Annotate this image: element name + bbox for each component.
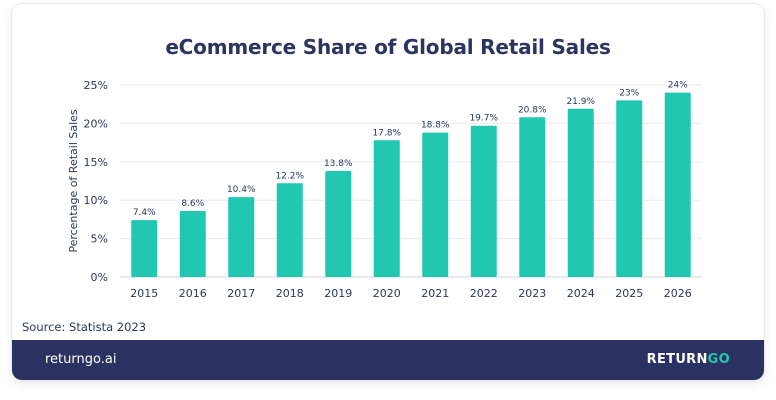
data-label: 13.8%	[324, 159, 353, 169]
footer-url-link[interactable]: returngo.ai	[45, 352, 117, 367]
x-tick-label: 2025	[615, 287, 643, 300]
data-label: 7.4%	[133, 208, 156, 218]
source-note: Source: Statista 2023	[22, 320, 147, 334]
logo-main-text: RETURN	[646, 352, 708, 367]
data-label: 23%	[619, 88, 639, 98]
bar	[276, 183, 303, 277]
y-tick-label: 15%	[84, 156, 108, 169]
x-tick-label: 2019	[324, 287, 352, 300]
x-tick-label: 2018	[276, 287, 304, 300]
bar-chart: 0% 5% 10% 15% 20% 25% Percentage of Retail Sal…	[67, 79, 702, 300]
data-label: 18.8%	[421, 121, 450, 131]
x-tick-label: 2017	[227, 287, 255, 300]
data-label: 10.4%	[227, 185, 256, 195]
bar	[228, 197, 255, 277]
bar	[325, 171, 352, 277]
x-tick-label: 2016	[179, 287, 207, 300]
y-axis-title: Percentage of Retail Sales	[67, 109, 80, 253]
y-tick-label: 0%	[91, 271, 108, 284]
data-label: 8.6%	[181, 199, 204, 209]
bar	[519, 117, 546, 277]
bar	[373, 140, 400, 277]
bar	[131, 220, 158, 277]
x-tick-label: 2015	[130, 287, 158, 300]
x-tick-label: 2026	[664, 287, 692, 300]
x-tick-label: 2021	[421, 287, 449, 300]
bar	[567, 108, 594, 277]
data-label: 20.8%	[518, 105, 547, 115]
data-label: 19.7%	[469, 114, 498, 124]
chart-card: eCommerce Share of Global Retail Sales 0…	[12, 4, 764, 380]
x-tick-label: 2024	[567, 287, 595, 300]
footer-bar: returngo.ai RETURNGO	[12, 340, 764, 380]
data-label: 21.9%	[566, 97, 595, 107]
bar	[179, 210, 206, 277]
y-tick-label: 5%	[91, 233, 108, 246]
data-label: 12.2%	[275, 171, 304, 181]
chart-title: eCommerce Share of Global Retail Sales	[165, 35, 611, 59]
bar	[664, 92, 691, 278]
x-tick-label: 2023	[518, 287, 546, 300]
logo-accent-text: GO	[707, 352, 730, 367]
x-tick-label: 2020	[373, 287, 401, 300]
y-tick-label: 20%	[84, 117, 108, 130]
bar	[470, 125, 497, 277]
data-label: 17.8%	[372, 128, 401, 138]
x-tick-label: 2022	[470, 287, 498, 300]
data-label: 24%	[668, 81, 688, 91]
y-tick-label: 10%	[84, 194, 108, 207]
bar	[616, 100, 643, 277]
y-tick-label: 25%	[84, 79, 108, 92]
bar	[422, 132, 449, 277]
returngo-logo: RETURNGO	[647, 352, 730, 367]
